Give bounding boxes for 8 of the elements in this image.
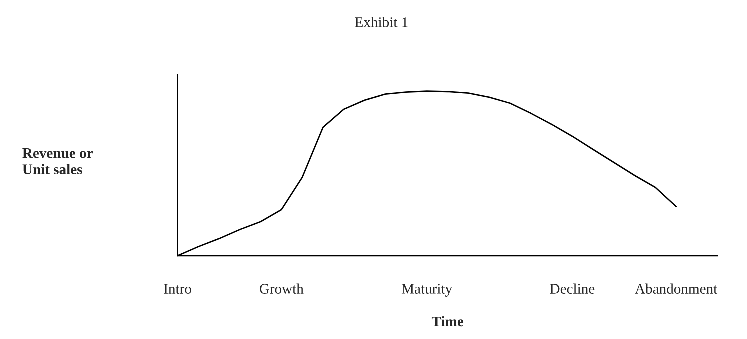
x-tick-label: Maturity [402,284,453,297]
chart-title: Exhibit 1 [355,17,408,28]
x-tick-label: Abandonment [635,284,718,294]
x-axis-title: Time [432,316,464,327]
y-axis-title: Revenue or Unit sales [22,148,93,174]
x-tick-label: Decline [550,284,595,294]
x-tick-label: Intro [164,284,192,294]
x-tick-label: Growth [260,284,304,294]
